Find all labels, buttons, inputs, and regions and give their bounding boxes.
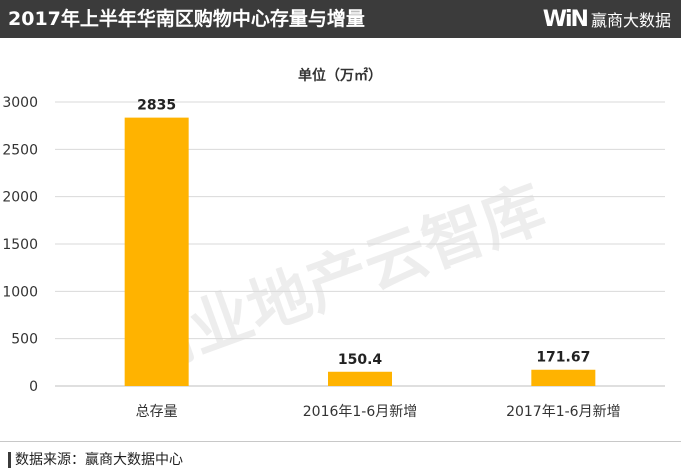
bars — [124, 117, 596, 387]
footer-divider — [0, 441, 681, 442]
data-label: 2835 — [137, 98, 176, 114]
brand-logo: WiN 赢商大数据 — [543, 6, 671, 32]
x-tick-label: 2016年1-6月新增 — [303, 404, 418, 420]
x-tick-label: 2017年1-6月新增 — [506, 404, 621, 420]
data-labels: 2835 150.4 171.67 — [137, 98, 590, 368]
source-text: 数据来源：赢商大数据中心 — [8, 452, 183, 468]
x-tick-label: 总存量 — [136, 404, 178, 420]
bar — [531, 369, 596, 386]
footer: 数据来源：赢商大数据中心 — [0, 441, 681, 473]
y-axis-ticks: 0 500 1000 1500 2000 2500 3000 — [2, 95, 38, 395]
y-tick-label: 1500 — [2, 237, 38, 253]
source-note: 数据来源：赢商大数据中心 — [8, 449, 183, 469]
y-tick-label: 2500 — [2, 142, 38, 158]
y-tick-label: 1000 — [2, 284, 38, 300]
data-label: 171.67 — [536, 350, 590, 366]
y-tick-label: 3000 — [2, 95, 38, 111]
header-bar: 2017年上半年华南区购物中心存量与增量 WiN 赢商大数据 — [0, 0, 681, 38]
y-tick-label: 0 — [29, 379, 38, 395]
x-axis-ticks: 总存量 2016年1-6月新增 2017年1-6月新增 — [136, 404, 621, 420]
chart-title: 单位（万㎡） — [298, 67, 382, 84]
y-tick-label: 500 — [11, 332, 38, 348]
y-tick-label: 2000 — [2, 190, 38, 206]
bar — [124, 117, 189, 387]
page-title: 2017年上半年华南区购物中心存量与增量 — [8, 8, 365, 30]
logo-mark: WiN — [542, 6, 589, 32]
data-label: 150.4 — [338, 352, 383, 368]
bar-chart: 商业地产云智库 单位（万㎡） 050010001500200025003000 … — [2, 67, 665, 420]
logo-text: 赢商大数据 — [590, 11, 671, 30]
bar — [328, 371, 392, 386]
